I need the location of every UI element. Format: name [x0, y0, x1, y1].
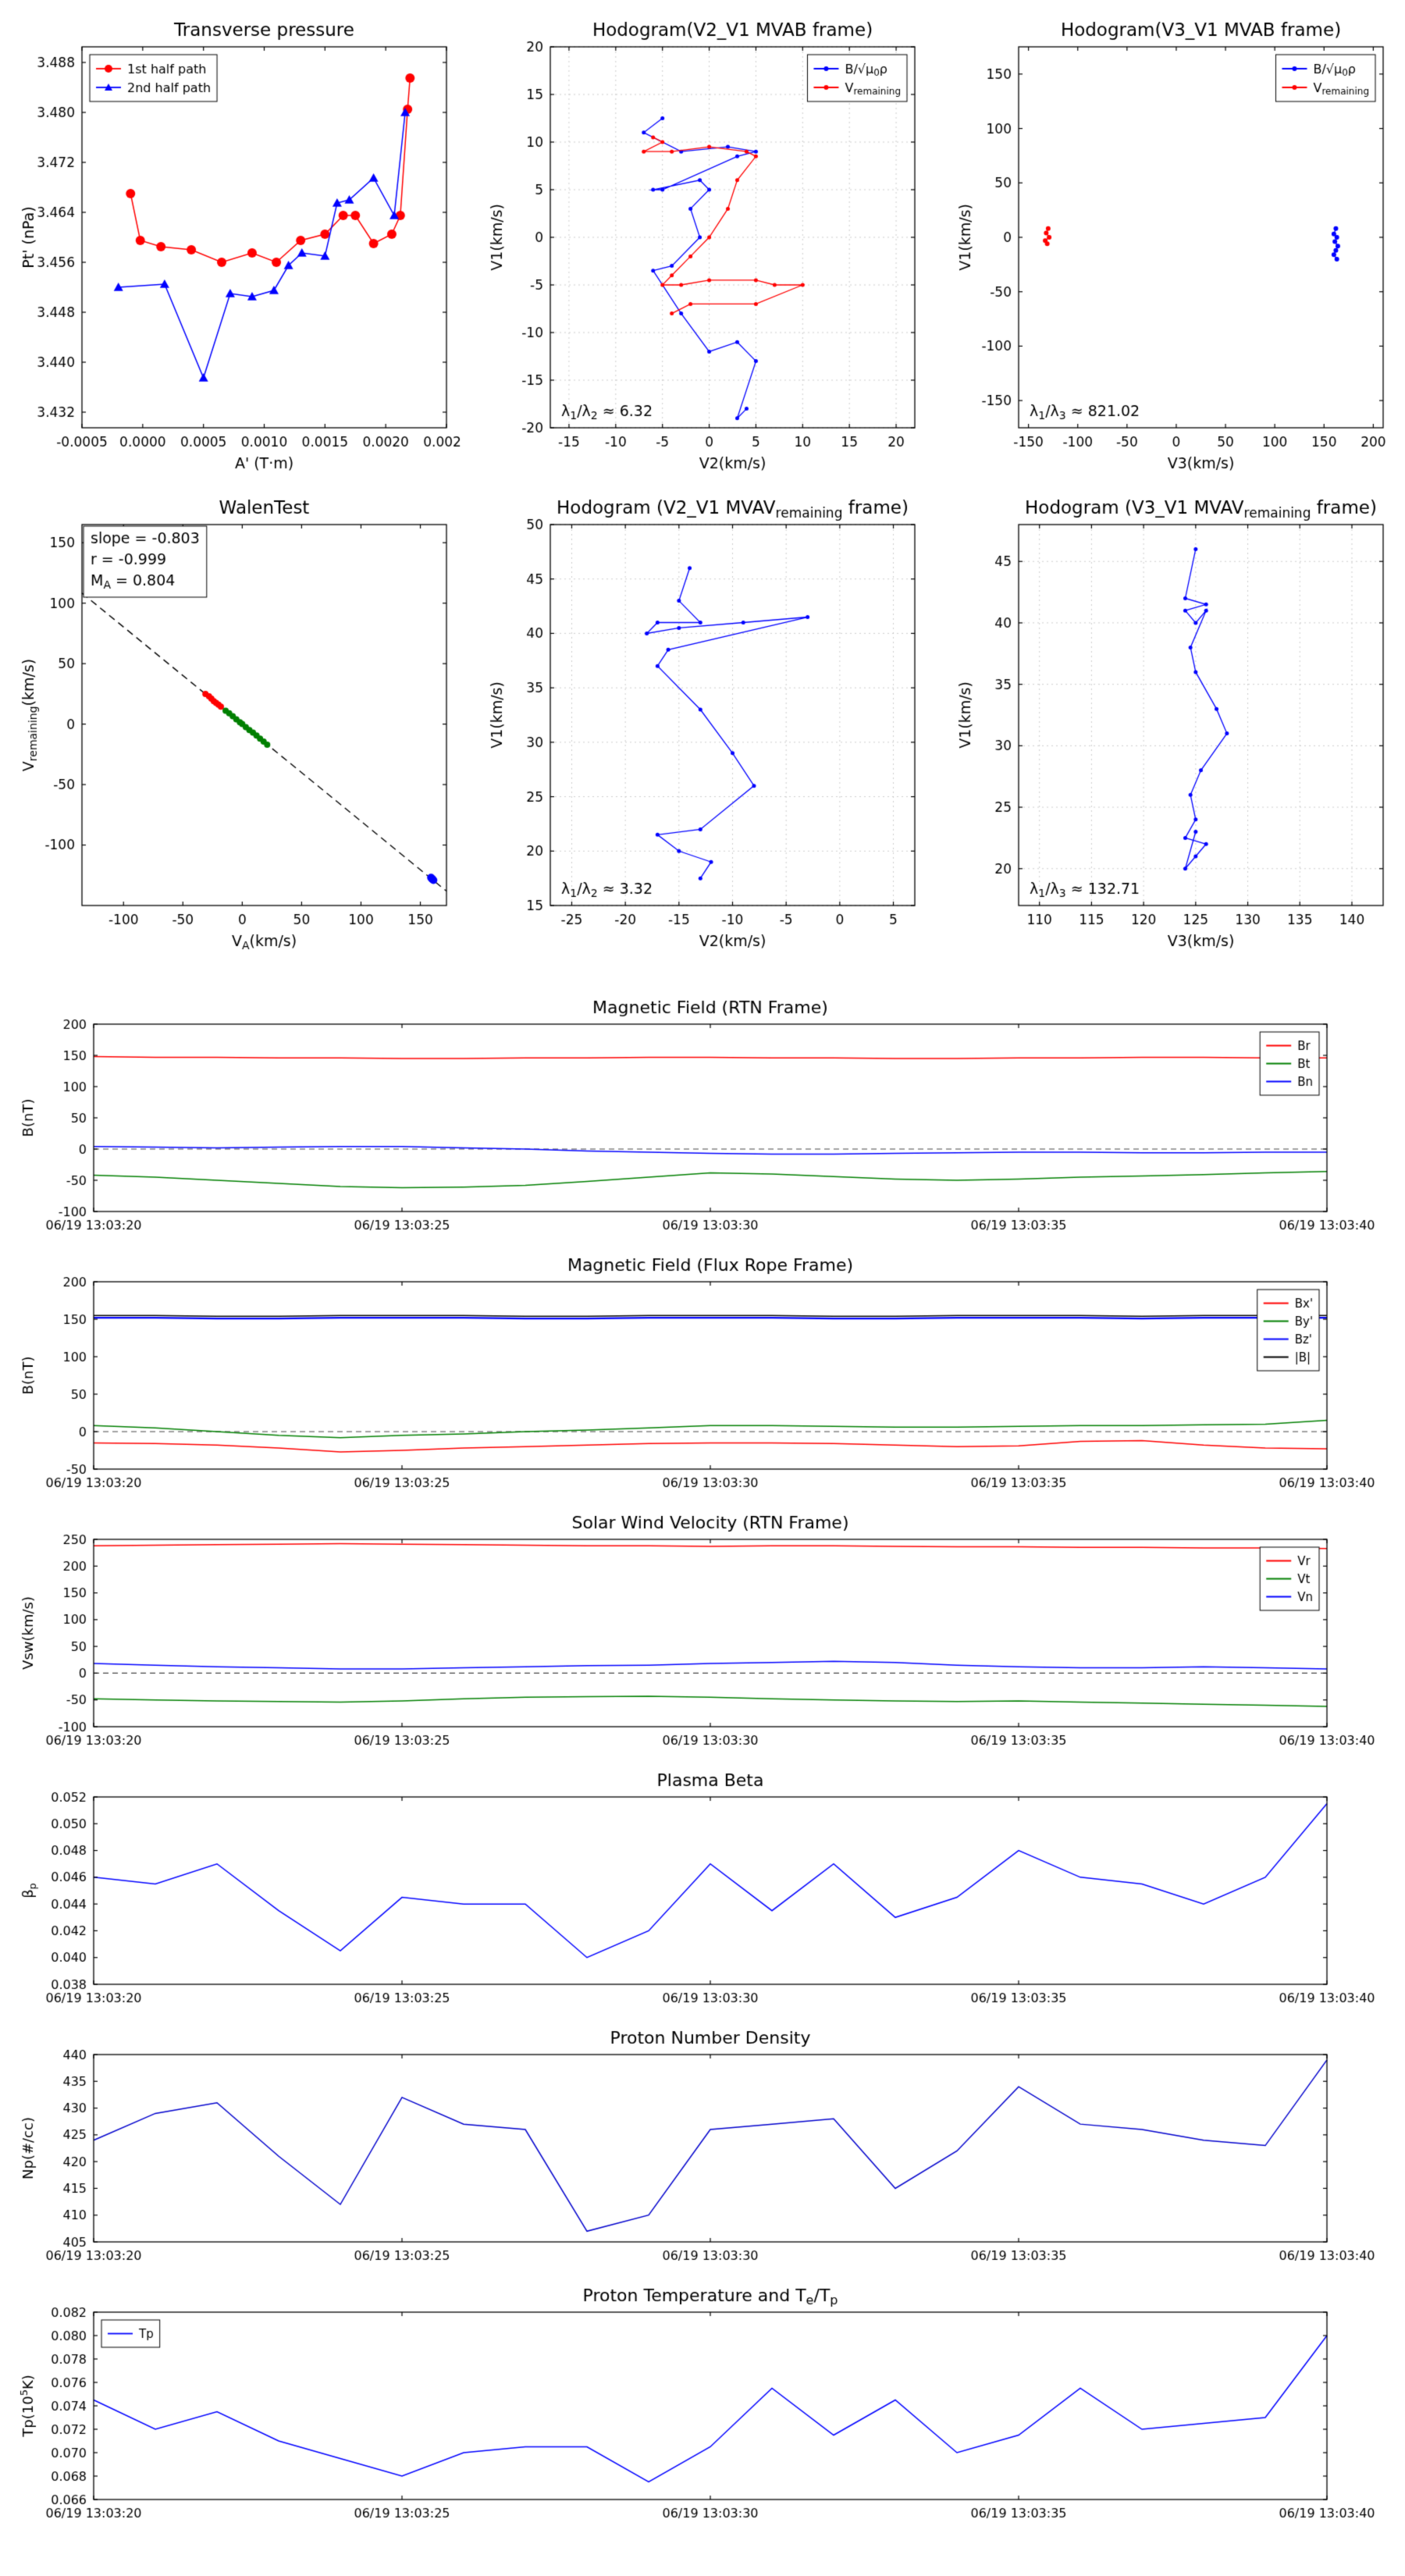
- hodogram-v3v1-mvav-plot: [944, 486, 1397, 954]
- hodogram-v2v1-mvav-plot: [476, 486, 929, 954]
- transverse-pressure-plot: [8, 8, 461, 476]
- magnetic-field-rtn-plot: [0, 991, 1405, 1249]
- plasma-beta-plot: [0, 1764, 1405, 2022]
- proton-number-density-plot: [0, 2022, 1405, 2279]
- magnetic-field-fluxrope-plot: [0, 1249, 1405, 1507]
- proton-temperature-plot: [0, 2279, 1405, 2537]
- hodogram-v2v1-mvab-plot: [476, 8, 929, 476]
- solar-wind-velocity-plot: [0, 1507, 1405, 1764]
- hodogram-v3v1-mvab-plot: [944, 8, 1397, 476]
- walen-test-plot: [8, 486, 461, 954]
